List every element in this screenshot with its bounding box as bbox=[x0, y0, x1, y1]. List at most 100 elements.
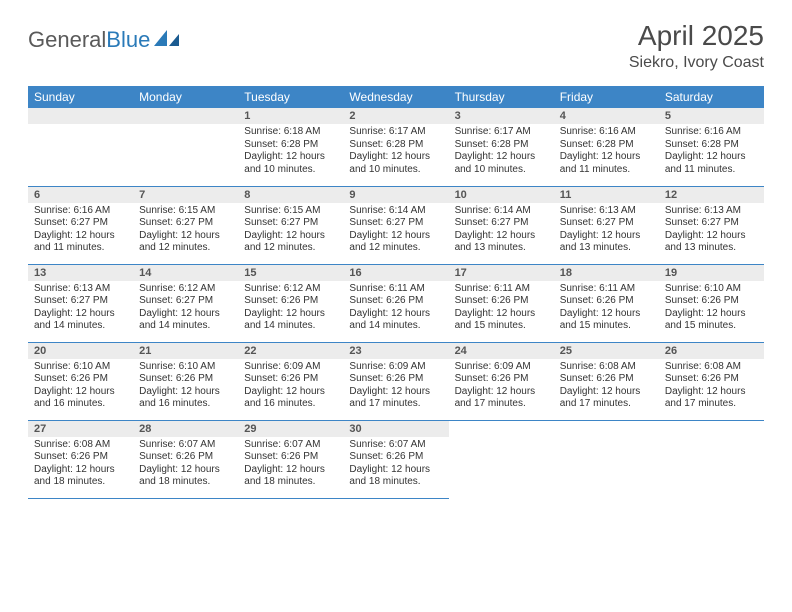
calendar-cell: 18Sunrise: 6:11 AMSunset: 6:26 PMDayligh… bbox=[554, 264, 659, 342]
day-number: 15 bbox=[238, 265, 343, 281]
calendar-cell: 5Sunrise: 6:16 AMSunset: 6:28 PMDaylight… bbox=[659, 108, 764, 186]
day-number: 21 bbox=[133, 343, 238, 359]
sunrise-text: Sunrise: 6:16 AM bbox=[665, 126, 758, 139]
calendar-cell: 1Sunrise: 6:18 AMSunset: 6:28 PMDaylight… bbox=[238, 108, 343, 186]
sunset-text: Sunset: 6:26 PM bbox=[244, 451, 337, 464]
day-details: Sunrise: 6:13 AMSunset: 6:27 PMDaylight:… bbox=[659, 203, 764, 259]
day-details: Sunrise: 6:14 AMSunset: 6:27 PMDaylight:… bbox=[449, 203, 554, 259]
sunset-text: Sunset: 6:26 PM bbox=[349, 451, 442, 464]
day-details: Sunrise: 6:11 AMSunset: 6:26 PMDaylight:… bbox=[343, 281, 448, 337]
day-number: 30 bbox=[343, 421, 448, 437]
day-number: 5 bbox=[659, 108, 764, 124]
sunrise-text: Sunrise: 6:15 AM bbox=[244, 205, 337, 218]
logo-text-a: General bbox=[28, 27, 106, 53]
daylight-text: Daylight: 12 hours and 14 minutes. bbox=[349, 308, 442, 333]
sunrise-text: Sunrise: 6:09 AM bbox=[349, 361, 442, 374]
daylight-text: Daylight: 12 hours and 18 minutes. bbox=[139, 464, 232, 489]
day-number: 12 bbox=[659, 187, 764, 203]
sunset-text: Sunset: 6:26 PM bbox=[139, 451, 232, 464]
sunset-text: Sunset: 6:26 PM bbox=[244, 373, 337, 386]
sunset-text: Sunset: 6:26 PM bbox=[349, 295, 442, 308]
day-number: 3 bbox=[449, 108, 554, 124]
daylight-text: Daylight: 12 hours and 15 minutes. bbox=[560, 308, 653, 333]
day-number: 16 bbox=[343, 265, 448, 281]
daylight-text: Daylight: 12 hours and 10 minutes. bbox=[455, 151, 548, 176]
calendar-table: Sunday Monday Tuesday Wednesday Thursday… bbox=[28, 86, 764, 499]
calendar-cell: 12Sunrise: 6:13 AMSunset: 6:27 PMDayligh… bbox=[659, 186, 764, 264]
daylight-text: Daylight: 12 hours and 17 minutes. bbox=[560, 386, 653, 411]
day-number: 22 bbox=[238, 343, 343, 359]
calendar-cell: 25Sunrise: 6:08 AMSunset: 6:26 PMDayligh… bbox=[554, 342, 659, 420]
sunrise-text: Sunrise: 6:08 AM bbox=[34, 439, 127, 452]
page-header: GeneralBlue April 2025 Siekro, Ivory Coa… bbox=[28, 20, 764, 72]
sunrise-text: Sunrise: 6:17 AM bbox=[455, 126, 548, 139]
day-details: Sunrise: 6:15 AMSunset: 6:27 PMDaylight:… bbox=[133, 203, 238, 259]
calendar-cell bbox=[133, 108, 238, 186]
daylight-text: Daylight: 12 hours and 14 minutes. bbox=[34, 308, 127, 333]
sunrise-text: Sunrise: 6:17 AM bbox=[349, 126, 442, 139]
day-number: 7 bbox=[133, 187, 238, 203]
col-wednesday: Wednesday bbox=[343, 86, 448, 108]
sunrise-text: Sunrise: 6:11 AM bbox=[349, 283, 442, 296]
calendar-cell: 7Sunrise: 6:15 AMSunset: 6:27 PMDaylight… bbox=[133, 186, 238, 264]
day-number: 24 bbox=[449, 343, 554, 359]
day-details: Sunrise: 6:10 AMSunset: 6:26 PMDaylight:… bbox=[133, 359, 238, 415]
day-details: Sunrise: 6:14 AMSunset: 6:27 PMDaylight:… bbox=[343, 203, 448, 259]
sunset-text: Sunset: 6:26 PM bbox=[665, 373, 758, 386]
calendar-cell bbox=[28, 108, 133, 186]
daylight-text: Daylight: 12 hours and 14 minutes. bbox=[244, 308, 337, 333]
sunset-text: Sunset: 6:26 PM bbox=[349, 373, 442, 386]
sunset-text: Sunset: 6:28 PM bbox=[244, 139, 337, 152]
day-details: Sunrise: 6:13 AMSunset: 6:27 PMDaylight:… bbox=[554, 203, 659, 259]
calendar-cell: 13Sunrise: 6:13 AMSunset: 6:27 PMDayligh… bbox=[28, 264, 133, 342]
sunrise-text: Sunrise: 6:11 AM bbox=[455, 283, 548, 296]
calendar-cell: 21Sunrise: 6:10 AMSunset: 6:26 PMDayligh… bbox=[133, 342, 238, 420]
sunset-text: Sunset: 6:26 PM bbox=[455, 295, 548, 308]
calendar-cell: 15Sunrise: 6:12 AMSunset: 6:26 PMDayligh… bbox=[238, 264, 343, 342]
sunrise-text: Sunrise: 6:13 AM bbox=[665, 205, 758, 218]
daylight-text: Daylight: 12 hours and 10 minutes. bbox=[349, 151, 442, 176]
daylight-text: Daylight: 12 hours and 11 minutes. bbox=[665, 151, 758, 176]
sunrise-text: Sunrise: 6:10 AM bbox=[665, 283, 758, 296]
sunset-text: Sunset: 6:26 PM bbox=[34, 373, 127, 386]
sunset-text: Sunset: 6:27 PM bbox=[455, 217, 548, 230]
calendar-cell: 16Sunrise: 6:11 AMSunset: 6:26 PMDayligh… bbox=[343, 264, 448, 342]
sunrise-text: Sunrise: 6:07 AM bbox=[244, 439, 337, 452]
daylight-text: Daylight: 12 hours and 18 minutes. bbox=[349, 464, 442, 489]
calendar-cell bbox=[449, 420, 554, 498]
daylight-text: Daylight: 12 hours and 13 minutes. bbox=[455, 230, 548, 255]
logo-sail-icon bbox=[154, 28, 180, 54]
calendar-cell: 4Sunrise: 6:16 AMSunset: 6:28 PMDaylight… bbox=[554, 108, 659, 186]
month-title: April 2025 bbox=[629, 20, 764, 52]
calendar-cell: 8Sunrise: 6:15 AMSunset: 6:27 PMDaylight… bbox=[238, 186, 343, 264]
day-details: Sunrise: 6:11 AMSunset: 6:26 PMDaylight:… bbox=[449, 281, 554, 337]
sunset-text: Sunset: 6:27 PM bbox=[560, 217, 653, 230]
daylight-text: Daylight: 12 hours and 15 minutes. bbox=[665, 308, 758, 333]
sunrise-text: Sunrise: 6:10 AM bbox=[139, 361, 232, 374]
sunset-text: Sunset: 6:27 PM bbox=[244, 217, 337, 230]
calendar-header-row: Sunday Monday Tuesday Wednesday Thursday… bbox=[28, 86, 764, 108]
sunset-text: Sunset: 6:26 PM bbox=[560, 295, 653, 308]
daylight-text: Daylight: 12 hours and 15 minutes. bbox=[455, 308, 548, 333]
calendar-cell: 14Sunrise: 6:12 AMSunset: 6:27 PMDayligh… bbox=[133, 264, 238, 342]
sunset-text: Sunset: 6:26 PM bbox=[560, 373, 653, 386]
calendar-cell: 3Sunrise: 6:17 AMSunset: 6:28 PMDaylight… bbox=[449, 108, 554, 186]
day-number: 26 bbox=[659, 343, 764, 359]
day-number: 19 bbox=[659, 265, 764, 281]
sunrise-text: Sunrise: 6:16 AM bbox=[560, 126, 653, 139]
day-number: 8 bbox=[238, 187, 343, 203]
day-details: Sunrise: 6:17 AMSunset: 6:28 PMDaylight:… bbox=[449, 124, 554, 180]
sunset-text: Sunset: 6:27 PM bbox=[34, 217, 127, 230]
sunrise-text: Sunrise: 6:11 AM bbox=[560, 283, 653, 296]
day-details: Sunrise: 6:07 AMSunset: 6:26 PMDaylight:… bbox=[343, 437, 448, 493]
day-details: Sunrise: 6:11 AMSunset: 6:26 PMDaylight:… bbox=[554, 281, 659, 337]
daylight-text: Daylight: 12 hours and 17 minutes. bbox=[665, 386, 758, 411]
day-number: 17 bbox=[449, 265, 554, 281]
sunrise-text: Sunrise: 6:07 AM bbox=[349, 439, 442, 452]
sunset-text: Sunset: 6:26 PM bbox=[455, 373, 548, 386]
daylight-text: Daylight: 12 hours and 13 minutes. bbox=[665, 230, 758, 255]
location-subtitle: Siekro, Ivory Coast bbox=[629, 54, 764, 72]
day-number: 27 bbox=[28, 421, 133, 437]
daylight-text: Daylight: 12 hours and 16 minutes. bbox=[244, 386, 337, 411]
day-number: 20 bbox=[28, 343, 133, 359]
